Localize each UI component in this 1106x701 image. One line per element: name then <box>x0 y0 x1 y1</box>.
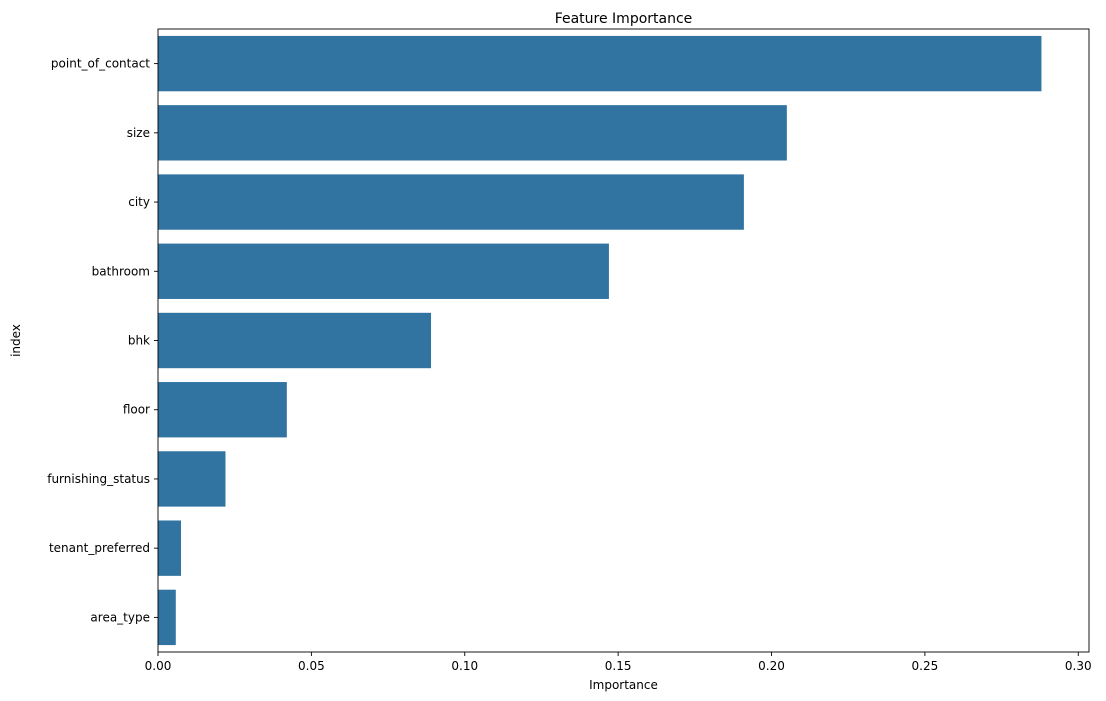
bars-layer <box>158 35 1042 646</box>
bar-floor <box>158 382 287 438</box>
bar-tenant-preferred <box>158 520 182 576</box>
x-tick-label: 0.30 <box>1065 659 1092 673</box>
x-tick-label: 0.15 <box>605 659 632 673</box>
bar-city <box>158 174 744 230</box>
y-tick-label: bathroom <box>92 264 150 278</box>
plot-frame <box>157 28 1090 653</box>
bar-area-type <box>158 589 176 646</box>
x-tick-label: 0.10 <box>451 659 478 673</box>
y-tick-label: floor <box>123 403 150 417</box>
x-tick-label: 0.05 <box>298 659 325 673</box>
x-tick-label: 0.20 <box>758 659 785 673</box>
bar-point-of-contact <box>158 35 1042 92</box>
bar-size <box>158 105 787 161</box>
y-tick-label: point_of_contact <box>51 57 150 71</box>
bar-bhk <box>158 312 432 369</box>
y-axis-label: index <box>9 324 23 357</box>
bar-bathroom <box>158 243 609 299</box>
bar-furnishing-status <box>158 451 226 507</box>
x-tick-label: 0.25 <box>912 659 939 673</box>
y-tick-label: tenant_preferred <box>49 541 150 555</box>
y-tick-label: furnishing_status <box>47 472 150 486</box>
y-tick-label: bhk <box>128 334 150 348</box>
x-axis-label: Importance <box>589 678 658 692</box>
x-axis-ticks: 0.00 0.05 0.10 0.15 0.20 0.25 0.30 <box>145 652 1092 673</box>
x-tick-label: 0.00 <box>145 659 172 673</box>
y-tick-label: area_type <box>90 610 150 624</box>
chart-title: Feature Importance <box>555 11 693 27</box>
y-tick-label: city <box>128 195 150 209</box>
y-tick-label: size <box>127 126 150 140</box>
